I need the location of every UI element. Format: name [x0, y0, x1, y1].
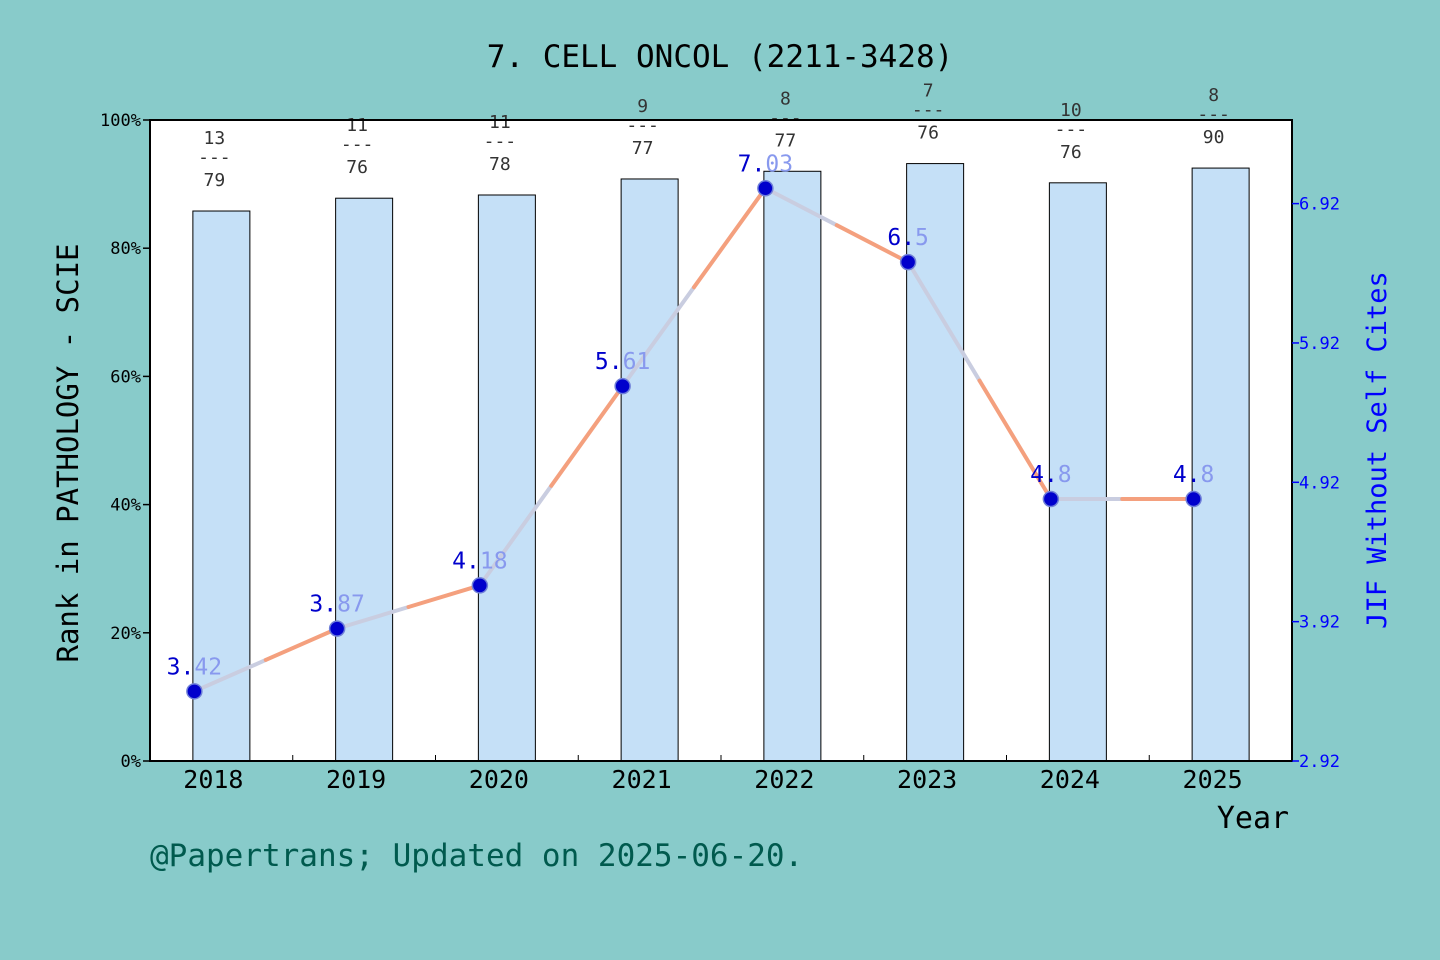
line-segment-b-4	[834, 223, 911, 265]
x-tick-label-2021: 2021	[612, 765, 672, 794]
y2-axis-label: JIF Without Self Cites	[1362, 271, 1393, 629]
line-segment-a-3	[620, 285, 696, 389]
y-tick-label: 60%	[110, 367, 141, 387]
x-tick-label-2023: 2023	[897, 765, 957, 794]
line-point-2019	[328, 620, 346, 637]
line-segment-a-4	[763, 186, 839, 228]
line-value-label-2022: 7.03	[738, 151, 793, 177]
line-value-label-2019: 3.87	[309, 592, 364, 618]
footer-note: @Papertrans; Updated on 2025-06-20.	[150, 838, 803, 874]
rank-label-2018: 13	[204, 128, 226, 149]
rank-label-2019: 11	[346, 115, 368, 136]
y-axis-label: Rank in PATHOLOGY - SCIE	[51, 243, 85, 662]
y2-tick-label: 6.92	[1299, 195, 1340, 215]
rank-divider-2022: ---	[769, 107, 802, 128]
rank-divider-2025: ---	[1197, 104, 1230, 125]
rank-divider-2024: ---	[1055, 119, 1088, 140]
x-axis-label: Year	[1217, 801, 1289, 836]
y-tick-label: 40%	[110, 496, 141, 516]
rank-divider-2021: ---	[626, 115, 659, 136]
line-value-label-2021: 5.61	[595, 349, 650, 375]
rank-total-2021: 77	[632, 138, 654, 159]
line-segment-a-0	[192, 657, 268, 694]
x-tick-label-2018: 2018	[183, 765, 243, 794]
line-value-label-2023: 6.5	[887, 225, 929, 251]
rank-label-2021: 9	[637, 96, 648, 117]
x-tick-label-2025: 2025	[1183, 765, 1243, 794]
line-point-2018	[186, 683, 203, 700]
line-point-2021	[614, 377, 631, 395]
line-point-2023	[899, 253, 917, 271]
bar-2020	[477, 194, 536, 762]
line-value-label-2025: 4.8	[1173, 462, 1215, 488]
rank-label-2020: 11	[489, 112, 511, 133]
rank-divider-2020: ---	[484, 131, 517, 152]
y2-tick-label: 2.92	[1299, 752, 1340, 772]
line-point-2024	[1042, 490, 1060, 508]
y-tick-label: 0%	[121, 752, 141, 772]
line-segment-b-2	[549, 384, 625, 488]
rank-total-2022: 77	[775, 130, 797, 151]
bar-2024	[1048, 182, 1107, 762]
rank-total-2024: 76	[1060, 142, 1082, 163]
bar-2023	[906, 163, 965, 762]
rank-label-2022: 8	[780, 88, 791, 109]
line-segment-b-5	[977, 378, 1053, 502]
rank-total-2025: 90	[1203, 127, 1225, 148]
line-value-label-2018: 3.42	[167, 654, 222, 680]
rank-total-2019: 76	[346, 157, 368, 178]
y2-tick-label: 5.92	[1299, 334, 1340, 354]
line-segment-b-0	[263, 626, 340, 662]
line-segment-b-3	[692, 186, 768, 290]
rank-label-2025: 8	[1208, 85, 1219, 106]
rank-divider-2019: ---	[341, 134, 374, 155]
x-tick-label-2022: 2022	[754, 765, 814, 794]
y2-tick-label: 3.92	[1299, 613, 1340, 633]
x-tick-label-2024: 2024	[1040, 765, 1100, 794]
line-segment-a-1	[335, 605, 411, 631]
x-tick-label-2020: 2020	[469, 765, 529, 794]
y-tick-label: 80%	[110, 239, 141, 259]
line-value-label-2020: 4.18	[452, 548, 507, 574]
bar-2021	[620, 178, 679, 762]
bar-2025	[1191, 167, 1250, 762]
line-segment-a-5	[906, 260, 982, 383]
bar-2022	[763, 170, 822, 762]
chart-title: 7. CELL ONCOL (2211-3428)	[487, 39, 954, 75]
x-tick-label-2019: 2019	[326, 765, 386, 794]
line-point-2022	[757, 180, 774, 197]
rank-total-2018: 79	[204, 170, 226, 191]
plot-area	[150, 120, 1292, 761]
y-tick-label: 20%	[110, 624, 141, 644]
rank-label-2023: 7	[923, 81, 934, 102]
bar-2019	[335, 197, 394, 762]
line-point-2025	[1185, 490, 1202, 508]
rank-divider-2018: ---	[198, 147, 231, 168]
line-segment-a-2	[477, 483, 554, 588]
y-tick-label: 100%	[100, 111, 141, 131]
line-segment-b-1	[406, 583, 482, 610]
line-value-label-2024: 4.8	[1030, 462, 1072, 488]
rank-total-2023: 76	[917, 123, 939, 144]
rank-label-2024: 10	[1060, 100, 1082, 121]
y2-tick-label: 4.92	[1299, 473, 1340, 493]
rank-total-2020: 78	[489, 154, 511, 175]
rank-divider-2023: ---	[912, 100, 945, 121]
line-point-2020	[471, 577, 489, 594]
